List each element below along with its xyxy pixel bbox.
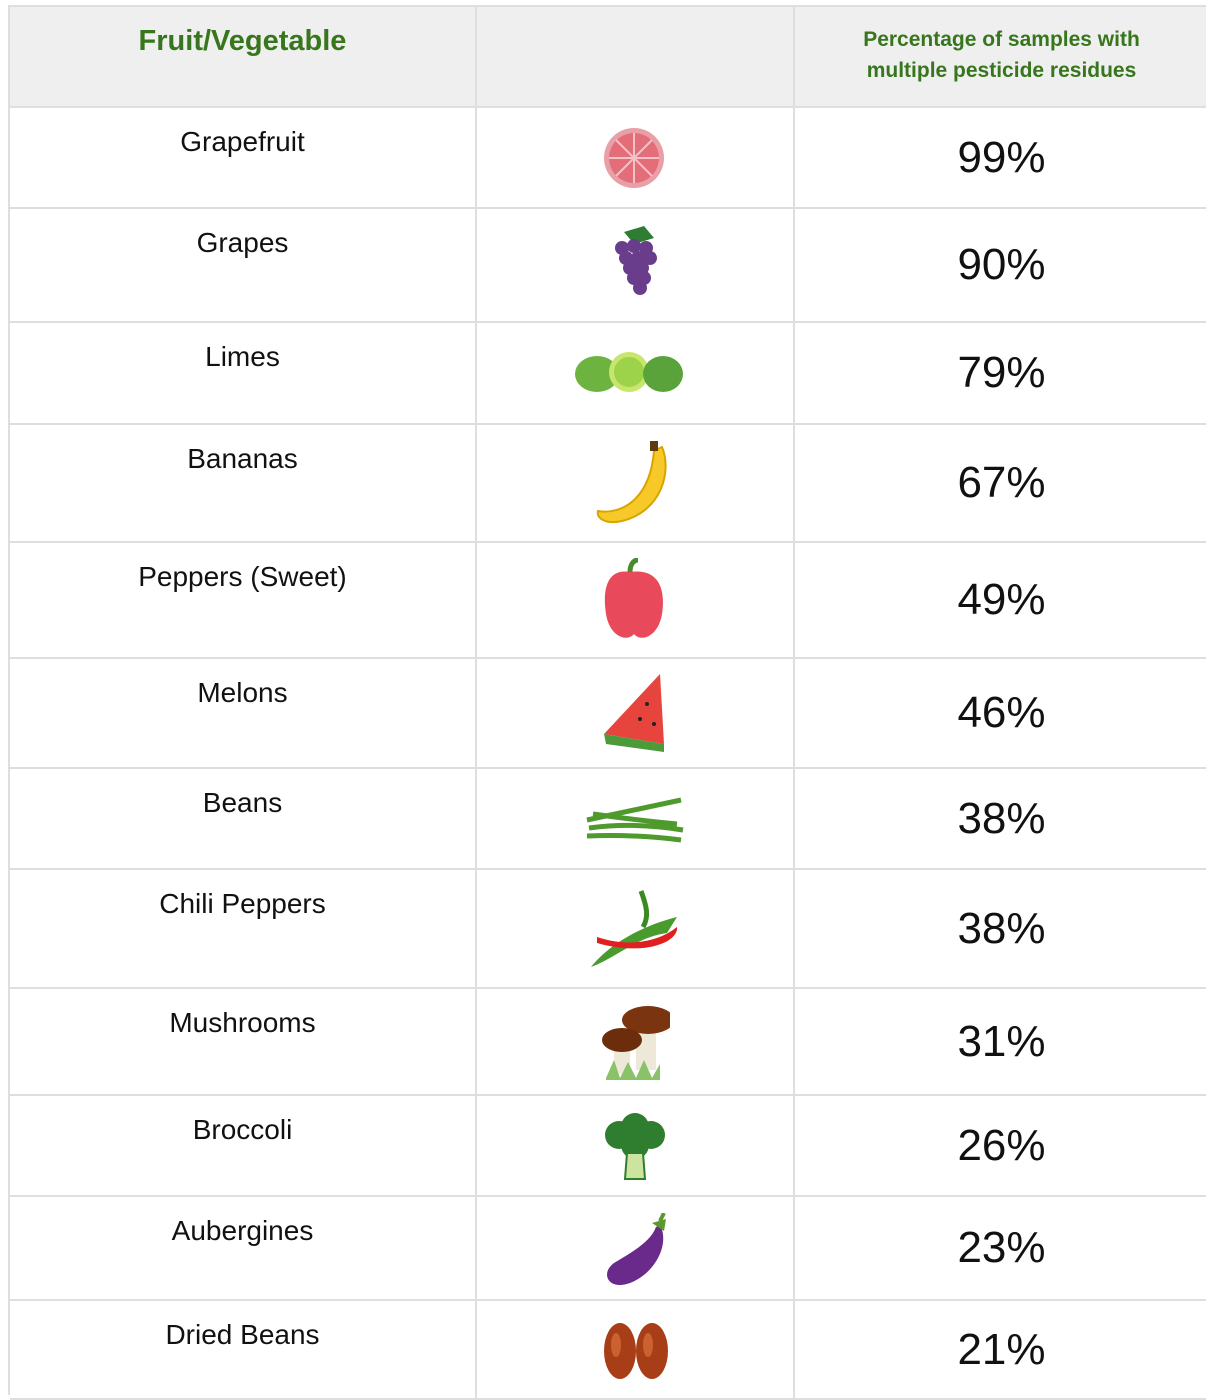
icon-cell [477, 1197, 795, 1301]
row-cell: 79% [795, 323, 1206, 425]
percentage: 38% [795, 794, 1206, 844]
icon-cell [477, 1301, 795, 1400]
icon-cell [477, 323, 795, 425]
percentage: 46% [795, 688, 1206, 738]
item-name: Grapefruit [10, 126, 475, 158]
item-name: Limes [10, 341, 475, 373]
row-cell: 38% [795, 870, 1206, 989]
item-icon [600, 1213, 670, 1285]
header-cell [477, 7, 795, 108]
row-cell: Dried Beans [10, 1301, 477, 1400]
icon-cell [477, 209, 795, 323]
percentage: 99% [795, 133, 1206, 183]
item-icon [592, 441, 678, 527]
item-icon [604, 128, 666, 190]
row-cell: 99% [795, 108, 1206, 209]
icon-cell [477, 108, 795, 209]
icon-cell [477, 425, 795, 543]
header-title: Percentage of samples with multiple pest… [795, 24, 1206, 86]
item-name: Beans [10, 787, 475, 819]
row-cell: 23% [795, 1197, 1206, 1301]
header-cell: Percentage of samples with multiple pest… [795, 7, 1206, 108]
item-icon [602, 674, 668, 754]
header-cell: Fruit/Vegetable [10, 7, 477, 108]
row-cell: 38% [795, 769, 1206, 870]
item-name: Mushrooms [10, 1007, 475, 1039]
icon-cell [477, 543, 795, 659]
item-icon [604, 224, 666, 308]
item-icon [601, 1113, 669, 1181]
row-cell: Peppers (Sweet) [10, 543, 477, 659]
row-cell: 31% [795, 989, 1206, 1096]
percentage: 23% [795, 1223, 1206, 1273]
item-name: Dried Beans [10, 1319, 475, 1351]
item-name: Chili Peppers [10, 888, 475, 920]
page: Fruit/Vegetable Percentage of samples wit… [0, 0, 1206, 1393]
row-cell: 21% [795, 1301, 1206, 1400]
icon-cell [477, 659, 795, 769]
row-cell: Chili Peppers [10, 870, 477, 989]
row-cell: Grapefruit [10, 108, 477, 209]
percentage: 79% [795, 348, 1206, 398]
percentage: 90% [795, 240, 1206, 290]
icon-cell [477, 1096, 795, 1197]
row-cell: Beans [10, 769, 477, 870]
row-cell: 90% [795, 209, 1206, 323]
item-icon [587, 887, 683, 973]
item-icon [600, 1321, 670, 1381]
item-name: Broccoli [10, 1114, 475, 1146]
percentage: 31% [795, 1017, 1206, 1067]
item-name: Melons [10, 677, 475, 709]
row-cell: Broccoli [10, 1096, 477, 1197]
item-name: Peppers (Sweet) [10, 561, 475, 593]
icon-cell [477, 769, 795, 870]
row-cell: Grapes [10, 209, 477, 323]
row-cell: 67% [795, 425, 1206, 543]
row-cell: Limes [10, 323, 477, 425]
percentage: 21% [795, 1325, 1206, 1375]
row-cell: Mushrooms [10, 989, 477, 1096]
item-icon [600, 1004, 670, 1082]
percentage: 38% [795, 904, 1206, 954]
percentage: 49% [795, 575, 1206, 625]
item-name: Aubergines [10, 1215, 475, 1247]
icon-cell [477, 870, 795, 989]
percentage: 26% [795, 1121, 1206, 1171]
row-cell: Aubergines [10, 1197, 477, 1301]
item-name: Bananas [10, 443, 475, 475]
icon-cell [477, 989, 795, 1096]
header-title: Fruit/Vegetable [10, 25, 475, 58]
item-icon [600, 558, 670, 644]
row-cell: Melons [10, 659, 477, 769]
percentage: 67% [795, 458, 1206, 508]
row-cell: 49% [795, 543, 1206, 659]
row-cell: Bananas [10, 425, 477, 543]
item-name: Grapes [10, 227, 475, 259]
row-cell: 26% [795, 1096, 1206, 1197]
item-icon [585, 790, 685, 850]
row-cell: 46% [795, 659, 1206, 769]
item-icon [573, 338, 697, 410]
